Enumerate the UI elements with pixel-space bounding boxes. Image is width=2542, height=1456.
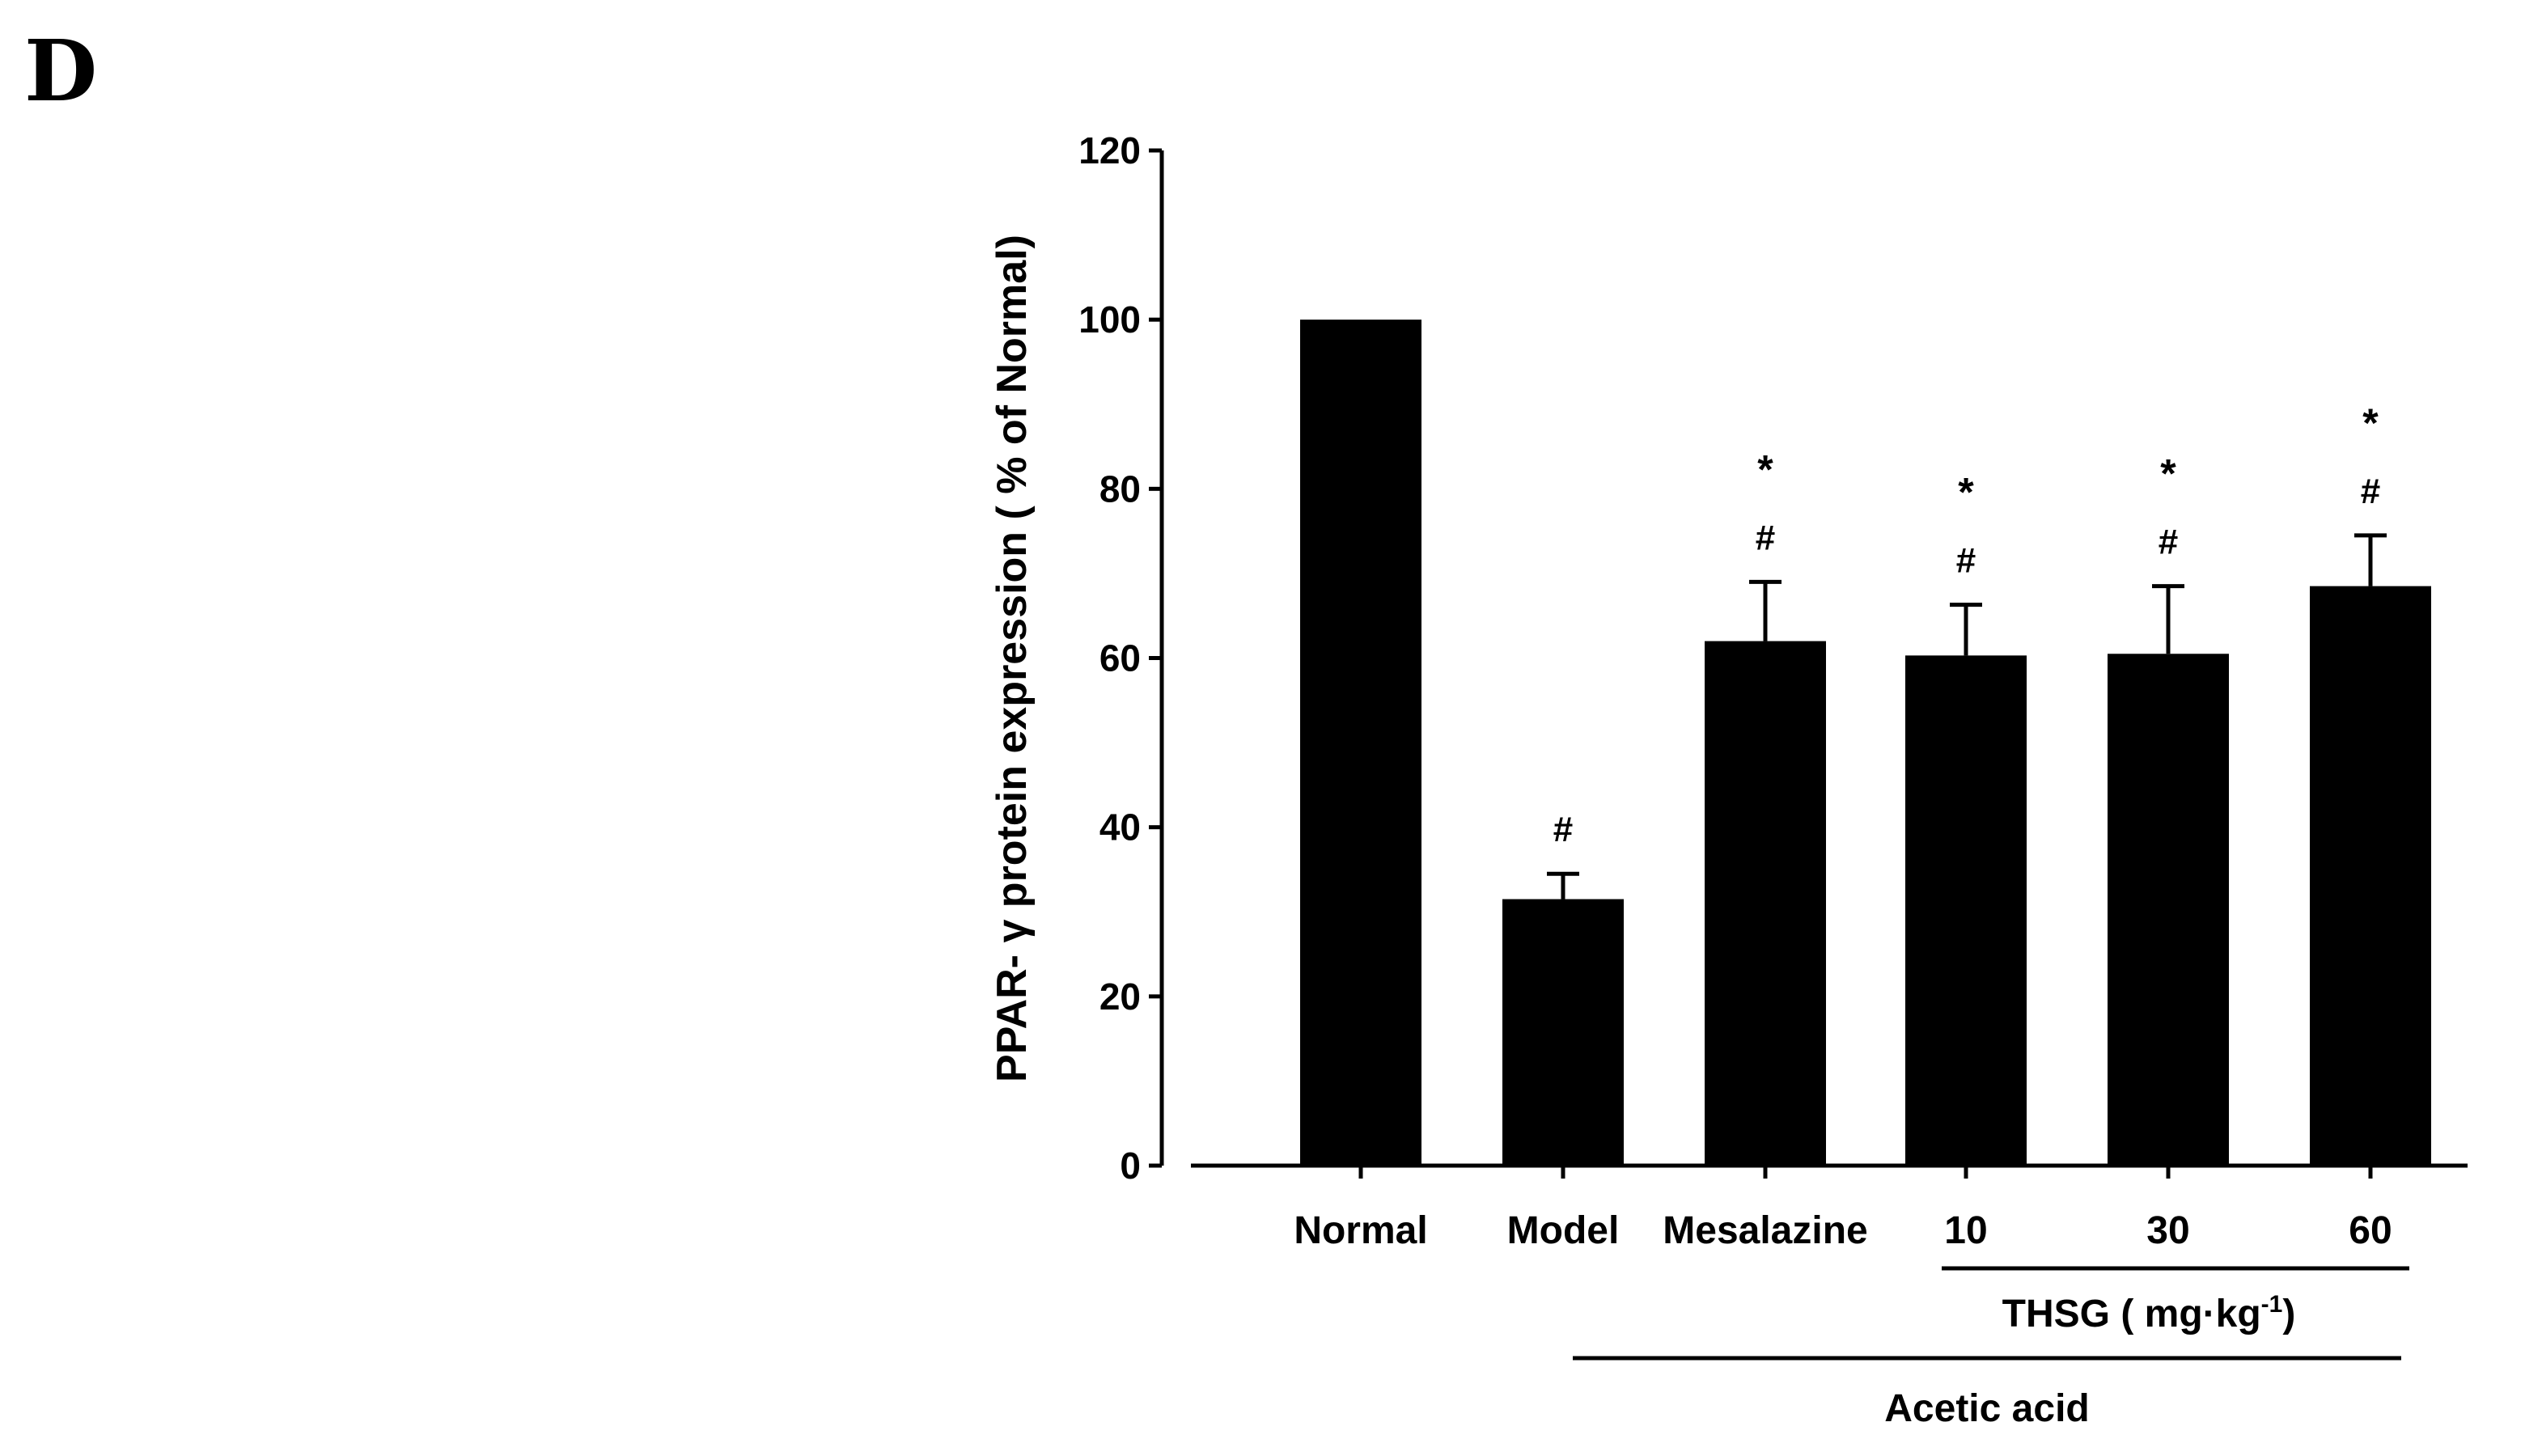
y-tick-label: 60: [1099, 637, 1141, 679]
significance-mark: *: [1958, 470, 1974, 515]
bar: [2310, 586, 2431, 1166]
y-axis-label: PPAR- γ protein expression ( % of Normal…: [989, 235, 1036, 1082]
y-tick-label: 100: [1078, 298, 1141, 341]
significance-mark: #: [1756, 518, 1775, 557]
y-tick-label: 0: [1120, 1145, 1141, 1187]
significance-mark: #: [1553, 810, 1573, 849]
bar: [1300, 320, 1421, 1166]
thsg-group-label: THSG ( mg·kg-1): [2002, 1291, 2296, 1335]
significance-mark: #: [2159, 523, 2178, 562]
axes: 0 20 40 60 80 100 120 PPAR- γ protein expressio…: [989, 129, 2468, 1361]
category-label: 10: [1944, 1209, 1987, 1252]
significance-mark: #: [1956, 541, 1976, 581]
significance-mark: *: [2160, 451, 2176, 497]
labels: Normal Model # Mesalazine # * 10 # * 30 # * 60 # * THSG…: [1294, 400, 2392, 1430]
acetic-group-label: Acetic acid: [1884, 1387, 2089, 1430]
bar: [1502, 899, 1624, 1166]
y-tick-label: 80: [1099, 468, 1141, 510]
bar: [1705, 641, 1826, 1166]
bar: [2108, 654, 2229, 1166]
significance-mark: #: [2361, 472, 2380, 511]
bars: [1300, 320, 2431, 1166]
y-tick-label: 20: [1099, 976, 1141, 1018]
category-label: Normal: [1294, 1209, 1427, 1252]
category-label: Model: [1507, 1209, 1620, 1252]
panel-label: D: [24, 21, 98, 121]
bar: [1905, 655, 2027, 1166]
y-tick-label: 120: [1078, 129, 1141, 171]
significance-mark: *: [2362, 400, 2379, 446]
category-label: 30: [2146, 1209, 2189, 1252]
y-tick-label: 40: [1099, 806, 1141, 849]
category-label: Mesalazine: [1663, 1209, 1867, 1252]
significance-mark: *: [1757, 447, 1773, 492]
category-label: 60: [2349, 1209, 2392, 1252]
